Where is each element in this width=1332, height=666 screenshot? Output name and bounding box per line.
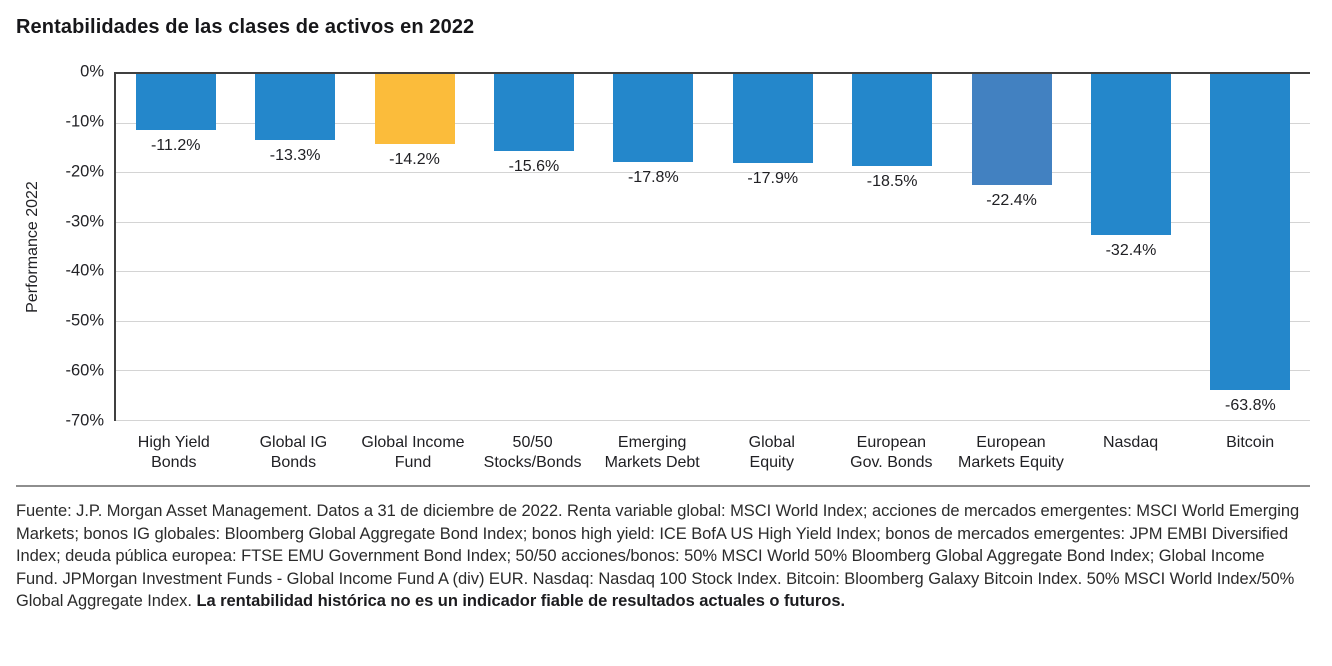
bar-global-ig-bonds (255, 74, 336, 140)
x-label-line: Global IG (259, 434, 328, 451)
x-label-bitcoin: Bitcoin (1190, 433, 1310, 473)
x-label-line: Global Income (361, 434, 465, 451)
bar-value-emerging-markets-debt: -17.8% (627, 169, 679, 187)
bar-value-bitcoin: -63.8% (1225, 397, 1276, 415)
bar-value-global-income-fund: -14.2% (389, 151, 440, 169)
gridline--20 (116, 172, 1310, 174)
divider-line (16, 485, 1310, 487)
bar-slot-high-yield-bonds: -11.2% (116, 74, 235, 421)
y-tick-0: 0% (80, 62, 104, 81)
bar-global-income-fund (374, 74, 455, 145)
x-label-line: European (976, 434, 1046, 451)
source-footnote: Fuente: J.P. Morgan Asset Management. Da… (16, 500, 1310, 613)
y-axis-title-column: Performance 2022 (16, 72, 50, 421)
x-axis-labels: High Yield Bonds Global IG Bonds Global Inco… (114, 433, 1310, 473)
plot-area: -11.2% -13.3% -14.2% -15.6% -17.8% -17.9% -18.… (114, 72, 1310, 421)
bar-slot-global-ig-bonds: -13.3% (235, 74, 354, 421)
x-label-emerging-markets-debt: Emerging Markets Debt (592, 433, 712, 473)
bar-global-equity (732, 74, 813, 163)
x-label-line: Markets Debt (604, 454, 700, 471)
x-label-nasdaq: Nasdaq (1071, 433, 1191, 473)
x-label-line: Bitcoin (1226, 434, 1275, 451)
x-label-line: Markets Equity (958, 454, 1064, 471)
x-label-high-yield-bonds: High Yield Bonds (114, 433, 234, 473)
y-tick--30: -30% (65, 212, 104, 231)
bar-slot-emerging-markets-debt: -17.8% (594, 74, 713, 421)
bar-value-global-ig-bonds: -13.3% (269, 146, 321, 164)
x-label-line: 50/50 (512, 434, 553, 451)
bar-slot-global-income-fund: -14.2% (355, 74, 474, 421)
plot-column: -11.2% -13.3% -14.2% -15.6% -17.8% -17.9% -18.… (114, 72, 1310, 473)
gridline--70 (116, 420, 1310, 421)
y-tick--50: -50% (65, 311, 104, 330)
x-label-global-equity: Global Equity (712, 433, 832, 473)
x-label-line: European (856, 434, 927, 451)
y-tick--10: -10% (65, 112, 104, 131)
x-label-line: Equity (749, 454, 794, 471)
gridline--10 (116, 122, 1310, 124)
gridline--30 (116, 221, 1310, 223)
bar-european-gov-bonds (852, 74, 933, 166)
x-label-line: High Yield (137, 434, 210, 451)
bar-value-european-gov-bonds: -18.5% (866, 172, 918, 190)
bar-slot-nasdaq: -32.4% (1071, 74, 1190, 421)
y-tick--20: -20% (65, 162, 104, 181)
x-label-line: Stocks/Bonds (483, 454, 582, 471)
x-label-50-50-stocks-bonds: 50/50 Stocks/Bonds (473, 433, 593, 473)
gridline--60 (116, 370, 1310, 372)
bar-slot-global-equity: -17.9% (713, 74, 832, 421)
x-label-european-gov-bonds: European Gov. Bonds (832, 433, 952, 473)
x-label-line: Fund (394, 454, 432, 471)
bar-slot-50-50-stocks-bonds: -15.6% (474, 74, 593, 421)
x-label-european-markets-equity: European Markets Equity (951, 433, 1071, 473)
chart-title: Rentabilidades de las clases de activos … (16, 16, 475, 38)
x-label-line: Global (748, 434, 795, 451)
bar-value-european-markets-equity: -22.4% (986, 192, 1037, 210)
bars-container: -11.2% -13.3% -14.2% -15.6% -17.8% -17.9% -18.… (116, 74, 1310, 421)
x-label-global-ig-bonds: Global IG Bonds (234, 433, 354, 473)
x-label-line: Emerging (617, 434, 687, 451)
y-axis-title: Performance 2022 (24, 180, 42, 313)
x-label-global-income-fund: Global Income Fund (353, 433, 473, 473)
bar-slot-bitcoin: -63.8% (1191, 74, 1310, 421)
y-tick--40: -40% (65, 261, 104, 280)
y-tick--70: -70% (65, 411, 104, 430)
x-label-line: Gov. Bonds (850, 454, 933, 471)
x-label-line: Bonds (151, 454, 197, 471)
y-axis-tick-labels: 0% -10% -20% -30% -40% -50% -60% -70% (50, 63, 114, 430)
bar-value-nasdaq: -32.4% (1105, 241, 1157, 259)
bar-slot-european-markets-equity: -22.4% (952, 74, 1071, 421)
x-label-line: Bonds (270, 454, 317, 471)
bar-chart: Performance 2022 0% -10% -20% -30% -40% -50% -… (16, 63, 1310, 473)
y-tick--60: -60% (65, 361, 104, 380)
bar-50-50-stocks-bonds (493, 74, 574, 152)
bar-value-high-yield-bonds: -11.2% (150, 136, 201, 154)
bar-emerging-markets-debt (613, 74, 694, 163)
gridline--50 (116, 320, 1310, 322)
bar-value-50-50-stocks-bonds: -15.6% (508, 158, 560, 176)
bar-value-global-equity: -17.9% (747, 169, 799, 187)
source-text: Fuente: J.P. Morgan Asset Management. Da… (16, 502, 1300, 610)
bar-high-yield-bonds (135, 74, 216, 130)
bar-bitcoin (1210, 74, 1291, 391)
bar-slot-european-gov-bonds: -18.5% (832, 74, 951, 421)
bar-european-markets-equity (971, 74, 1052, 186)
bar-nasdaq (1090, 74, 1171, 235)
gridline--40 (116, 271, 1310, 273)
x-label-line: Nasdaq (1102, 434, 1159, 451)
disclaimer-bold-text: La rentabilidad histórica no es un indic… (196, 592, 845, 610)
